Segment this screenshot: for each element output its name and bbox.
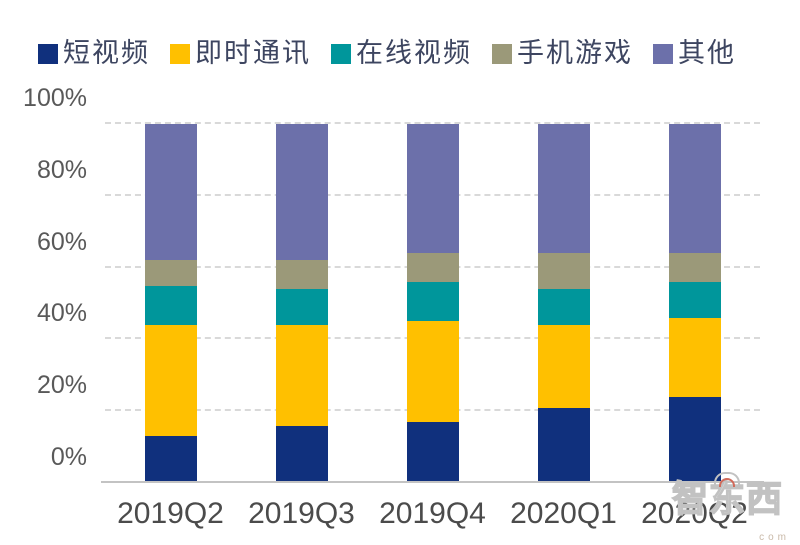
bar-segment (668, 281, 721, 318)
bar-segment (537, 325, 590, 408)
legend-item: 短视频 (38, 40, 150, 67)
x-tick-label: 2020Q1 (510, 497, 617, 530)
legend-label: 其他 (678, 38, 736, 68)
bar-segment (668, 396, 721, 483)
bar-segment (537, 253, 590, 290)
legend-item: 其他 (653, 40, 736, 67)
bar-segment (275, 425, 328, 483)
bar-segment (537, 124, 590, 254)
legend-label: 即时通讯 (195, 38, 311, 68)
bar-segment (668, 317, 721, 397)
legend-item: 手机游戏 (492, 40, 633, 67)
stacked-bar-2019Q3 (275, 124, 328, 483)
stacked-bar-2020Q1 (537, 124, 590, 483)
bar-segment (275, 260, 328, 290)
bar-slot (629, 124, 760, 483)
bar-segment (668, 253, 721, 282)
bar-segment (537, 407, 590, 483)
stacked-bar-2020Q2 (668, 124, 721, 483)
bar-segment (406, 124, 459, 254)
bar-segment (668, 124, 721, 254)
legend-label: 手机游戏 (517, 38, 633, 68)
x-tick-label: 2020Q2 (641, 497, 748, 530)
bars-layer (105, 124, 760, 483)
x-axis-labels: 2019Q2 2019Q3 2019Q4 2020Q1 2020Q2 (105, 497, 760, 531)
bar-segment (406, 253, 459, 282)
legend-label: 在线视频 (356, 38, 472, 68)
y-tick-label: 60% (36, 227, 87, 256)
legend-item: 在线视频 (331, 40, 472, 67)
stacked-bar-2019Q4 (406, 124, 459, 483)
bar-segment (275, 124, 328, 261)
bar-segment (144, 436, 197, 483)
y-tick-label: 80% (36, 155, 87, 184)
bar-segment (275, 325, 328, 426)
plot-area: 0% 20% 40% 60% 80% 100% (23, 86, 764, 483)
x-tick-label: 2019Q2 (117, 497, 224, 530)
bar-slot (498, 124, 629, 483)
legend-swatch-icon (653, 43, 673, 64)
bar-segment (275, 289, 328, 326)
bar-segment (144, 124, 197, 261)
gridline (105, 122, 760, 124)
bar-segment (144, 260, 197, 286)
x-axis-line (101, 481, 764, 483)
legend-swatch-icon (170, 43, 190, 64)
x-tick-label: 2019Q4 (379, 497, 486, 530)
legend-item: 即时通讯 (170, 40, 311, 67)
chart-legend: 短视频 即时通讯 在线视频 手机游戏 其他 (38, 40, 778, 67)
y-tick-label: 20% (36, 371, 87, 400)
watermark-com-label: com (759, 532, 790, 543)
y-tick-label: 100% (23, 84, 87, 112)
stacked-bar-2019Q2 (144, 124, 197, 483)
x-tick-label: 2019Q3 (248, 497, 355, 530)
bar-slot (105, 124, 236, 483)
legend-swatch-icon (331, 43, 351, 64)
bar-slot (236, 124, 367, 483)
bar-segment (406, 421, 459, 483)
bar-segment (406, 321, 459, 422)
bar-segment (144, 285, 197, 326)
bar-segment (144, 325, 197, 437)
y-tick-label: 0% (50, 443, 87, 471)
bar-segment (406, 281, 459, 322)
bar-slot (367, 124, 498, 483)
legend-swatch-icon (38, 43, 58, 64)
y-tick-label: 40% (36, 299, 87, 328)
legend-label: 短视频 (63, 38, 150, 68)
bar-segment (537, 289, 590, 326)
legend-swatch-icon (492, 43, 512, 64)
